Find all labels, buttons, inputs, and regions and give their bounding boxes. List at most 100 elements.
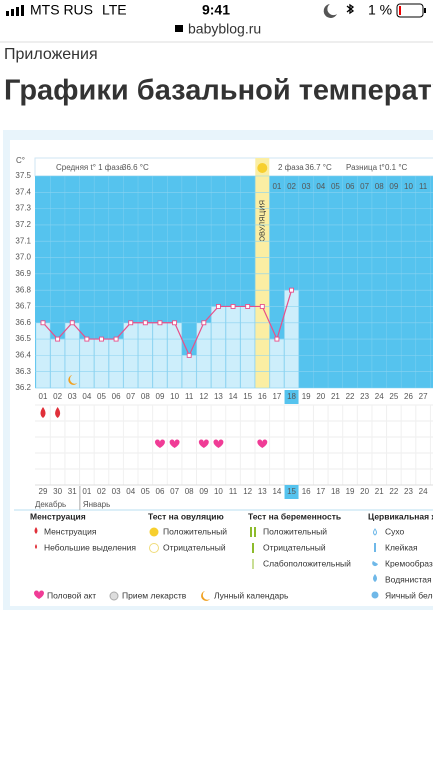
date-label: 17 [316, 487, 325, 496]
battery-cap [424, 8, 426, 13]
legend-item: Лунный календарь [214, 590, 289, 600]
y-tick-label: 36.9 [15, 269, 31, 278]
intercourse-marker [257, 439, 268, 448]
highlight-day [284, 390, 299, 404]
x-tick-label: 10 [170, 392, 179, 401]
date-label: 20 [360, 487, 369, 496]
date-label: 10 [214, 487, 223, 496]
today [284, 485, 299, 499]
legend-title: Менструация [30, 511, 86, 521]
intercourse-marker [198, 439, 209, 448]
breadcrumb[interactable]: Приложения [4, 46, 98, 63]
phase2-day: 04 [316, 182, 325, 191]
bar [50, 338, 65, 389]
date-label: 18 [331, 487, 340, 496]
legend-item: Слабоположительный [263, 558, 351, 568]
point [128, 320, 134, 326]
legend-icon [149, 527, 159, 537]
y-tick-label: 36.8 [15, 285, 31, 294]
date-label: 13 [258, 487, 267, 496]
legend-item: Положительный [163, 526, 227, 536]
x-tick-label: 16 [258, 392, 267, 401]
x-tick-label: 12 [199, 392, 208, 401]
x-tick-label: 26 [404, 392, 413, 401]
y-axis-label: C° [16, 156, 25, 165]
date-label: 03 [112, 487, 121, 496]
legend-item: Отрицательный [263, 542, 326, 552]
phase2-day: 01 [272, 182, 281, 191]
bar [79, 338, 95, 389]
x-tick-label: 18 [287, 392, 296, 401]
summary-value: 36.7 °C [305, 163, 332, 172]
y-tick-label: 37.3 [15, 204, 31, 213]
summary-value: 36.6 °C [122, 163, 149, 172]
x-tick-label: 07 [126, 392, 135, 401]
date-label: 09 [199, 487, 208, 496]
point [40, 320, 46, 326]
date-label: 06 [156, 487, 165, 496]
legend-title: Тест на беременность [248, 511, 341, 521]
point [274, 336, 280, 342]
date-label: 05 [141, 487, 150, 496]
bar [211, 306, 226, 389]
legend-item: Яичный белок [385, 590, 433, 600]
moon-marker [68, 375, 78, 385]
point [84, 336, 90, 342]
point [230, 304, 236, 309]
date-label: 01 [82, 487, 91, 496]
legend-icon [35, 544, 37, 549]
date-label: 24 [419, 487, 428, 496]
bar [269, 338, 285, 389]
x-tick-label: 20 [316, 392, 325, 401]
phase2-day: 07 [360, 182, 369, 191]
date-label: 19 [346, 487, 355, 496]
legend-item: Отрицательный [163, 542, 226, 552]
battery-level [399, 6, 401, 15]
legend-item: Положительный [263, 526, 327, 536]
x-tick-label: 14 [229, 392, 238, 401]
date-label: 02 [97, 487, 106, 496]
date-label: 16 [302, 487, 311, 496]
date-label: 22 [389, 487, 398, 496]
bluetooth-icon [346, 3, 355, 15]
point [289, 287, 294, 293]
point [186, 352, 192, 358]
date-label: 08 [185, 487, 194, 496]
x-tick-label: 02 [53, 392, 62, 401]
month-label: Декабрь [35, 500, 66, 509]
signal [6, 5, 24, 16]
x-tick-label: 04 [82, 392, 91, 401]
x-tick-label: 22 [346, 392, 355, 401]
y-tick-label: 36.4 [15, 350, 31, 359]
y-tick-label: 36.3 [15, 367, 31, 376]
lock-icon [175, 25, 183, 32]
phase2-day: 05 [331, 182, 340, 191]
legend-icon [149, 543, 159, 553]
point [113, 336, 119, 342]
point [157, 320, 163, 326]
y-tick-label: 37.1 [15, 236, 31, 245]
point [99, 336, 104, 342]
bar [108, 338, 124, 389]
x-tick-label: 11 [185, 392, 194, 401]
legend-item: Кремообразная [385, 558, 433, 568]
phase2-day: 09 [389, 182, 398, 191]
summary-label: 2 фаза [278, 163, 304, 172]
date-label: 04 [126, 487, 135, 496]
date-label: 21 [375, 487, 384, 496]
legend-icon [252, 559, 254, 569]
date-label: 07 [170, 487, 179, 496]
legend-icon [34, 527, 38, 534]
url[interactable]: babyblog.ru [188, 21, 261, 37]
legend-icon [371, 528, 379, 599]
point [259, 304, 265, 309]
summary-label: Средняя t° 1 фаза [56, 163, 124, 172]
date-label: 30 [53, 487, 62, 496]
legend-item: Небольшие выделения [44, 542, 136, 552]
phase2-day: 10 [404, 182, 413, 191]
bar [240, 306, 255, 389]
date-label: 23 [404, 487, 413, 496]
bar [94, 338, 109, 389]
moon-icon [323, 4, 337, 18]
